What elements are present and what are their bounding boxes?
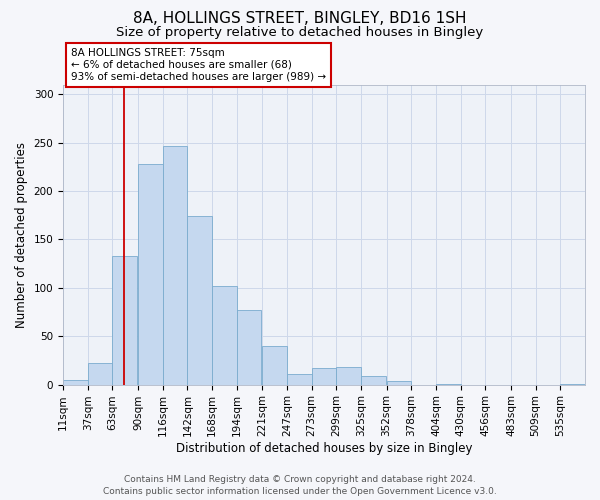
Bar: [361, 376, 386, 384]
Bar: [337, 367, 361, 384]
Bar: [138, 164, 163, 384]
Y-axis label: Number of detached properties: Number of detached properties: [15, 142, 28, 328]
Bar: [63, 380, 88, 384]
X-axis label: Distribution of detached houses by size in Bingley: Distribution of detached houses by size …: [176, 442, 472, 455]
Text: 8A, HOLLINGS STREET, BINGLEY, BD16 1SH: 8A, HOLLINGS STREET, BINGLEY, BD16 1SH: [133, 11, 467, 26]
Bar: [386, 380, 412, 384]
Bar: [262, 346, 287, 385]
Text: Size of property relative to detached houses in Bingley: Size of property relative to detached ho…: [116, 26, 484, 39]
Bar: [112, 256, 137, 384]
Bar: [287, 374, 311, 384]
Bar: [237, 310, 262, 384]
Bar: [187, 216, 212, 384]
Bar: [88, 364, 112, 384]
Text: Contains HM Land Registry data © Crown copyright and database right 2024.
Contai: Contains HM Land Registry data © Crown c…: [103, 474, 497, 496]
Bar: [212, 286, 237, 384]
Bar: [311, 368, 337, 384]
Text: 8A HOLLINGS STREET: 75sqm
← 6% of detached houses are smaller (68)
93% of semi-d: 8A HOLLINGS STREET: 75sqm ← 6% of detach…: [71, 48, 326, 82]
Bar: [163, 146, 187, 384]
